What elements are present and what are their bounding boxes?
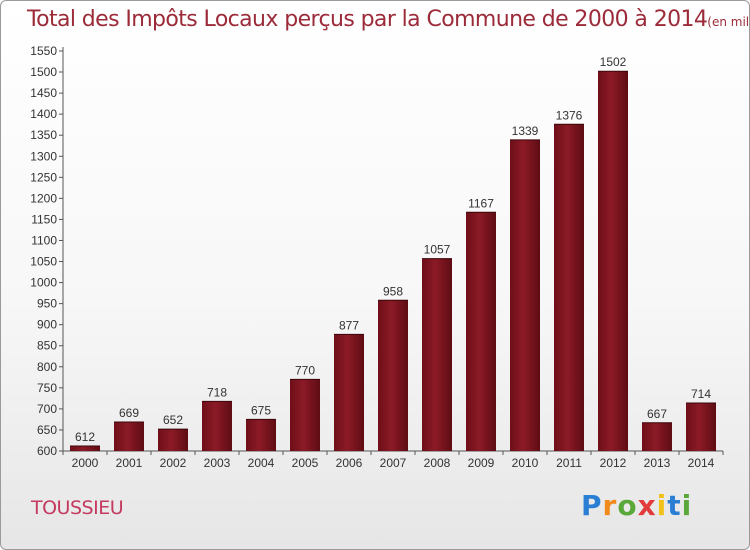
- y-tick-label: 850: [37, 339, 57, 353]
- logo-letter: P: [581, 489, 603, 522]
- data-label: 667: [647, 407, 667, 421]
- data-label: 770: [295, 363, 315, 377]
- logo-letter: i: [656, 489, 668, 522]
- logo-letter: t: [667, 489, 682, 522]
- bar: [202, 401, 232, 451]
- logo-letter: i: [681, 489, 693, 522]
- bar: [422, 258, 452, 451]
- chart-title-unit: (en milliers d'€): [707, 15, 750, 29]
- y-tick-label: 950: [37, 297, 57, 311]
- bar: [246, 419, 276, 451]
- bar: [70, 445, 100, 451]
- x-tick-label: 2005: [292, 456, 319, 470]
- y-tick-label: 1250: [30, 170, 57, 184]
- x-tick-label: 2007: [380, 456, 407, 470]
- logo-letter: x: [637, 489, 657, 522]
- y-tick-label: 1050: [30, 255, 57, 269]
- commune-name: TOUSSIEU: [31, 497, 124, 519]
- y-tick-label: 1100: [31, 233, 57, 247]
- y-tick-label: 900: [37, 318, 57, 332]
- bar: [378, 300, 408, 451]
- y-tick-label: 1550: [30, 44, 57, 58]
- x-tick-label: 2000: [72, 456, 99, 470]
- x-tick-label: 2010: [512, 456, 539, 470]
- x-tick-label: 2006: [336, 456, 363, 470]
- bar: [554, 124, 584, 452]
- data-label: 1376: [556, 108, 583, 122]
- data-label: 1167: [468, 196, 494, 210]
- x-tick-label: 2003: [204, 456, 231, 470]
- data-label: 1057: [424, 243, 451, 257]
- x-tick-label: 2004: [248, 456, 275, 470]
- y-tick-label: 650: [37, 423, 57, 437]
- y-tick-label: 800: [37, 360, 57, 374]
- y-tick-label: 1400: [30, 107, 57, 121]
- logo-letter: r: [602, 489, 618, 522]
- data-label: 714: [691, 387, 711, 401]
- data-label: 675: [251, 403, 271, 417]
- y-tick-label: 1000: [30, 276, 57, 290]
- x-tick-label: 2009: [468, 456, 495, 470]
- bar: [642, 422, 672, 451]
- bar: [334, 334, 364, 451]
- x-tick-label: 2011: [556, 456, 582, 470]
- y-tick-label: 1200: [30, 191, 57, 205]
- chart-title: Total des Impôts Locaux perçus par la Co…: [27, 7, 750, 32]
- data-label: 877: [339, 318, 359, 332]
- y-tick-label: 1450: [30, 86, 57, 100]
- x-tick-label: 2013: [644, 456, 671, 470]
- proxiti-logo: Proxiti: [581, 489, 692, 522]
- bar: [114, 421, 144, 451]
- bar: [510, 139, 540, 451]
- y-tick-label: 750: [37, 381, 57, 395]
- bar: [158, 429, 188, 451]
- y-tick-label: 1500: [30, 65, 57, 79]
- x-tick-label: 2012: [600, 456, 627, 470]
- y-tick-label: 600: [37, 444, 57, 458]
- chart-title-text: Total des Impôts Locaux perçus par la Co…: [27, 7, 708, 32]
- bar: [686, 403, 716, 451]
- bar: [466, 212, 496, 451]
- data-label: 612: [75, 430, 95, 444]
- x-tick-label: 2001: [116, 456, 143, 470]
- data-label: 669: [119, 406, 139, 420]
- y-tick-label: 1300: [30, 149, 57, 163]
- bar: [598, 71, 628, 452]
- x-tick-label: 2014: [688, 456, 715, 470]
- data-label: 652: [163, 413, 183, 427]
- x-tick-label: 2002: [160, 456, 187, 470]
- x-tick-label: 2008: [424, 456, 451, 470]
- data-label: 1339: [512, 124, 539, 138]
- y-tick-label: 1350: [30, 128, 57, 142]
- y-tick-label: 1150: [31, 212, 57, 226]
- data-label: 718: [207, 385, 227, 399]
- data-label: 1502: [600, 55, 627, 69]
- bar: [290, 379, 320, 451]
- data-label: 958: [383, 284, 403, 298]
- logo-letter: o: [617, 489, 638, 522]
- y-tick-label: 700: [37, 402, 57, 416]
